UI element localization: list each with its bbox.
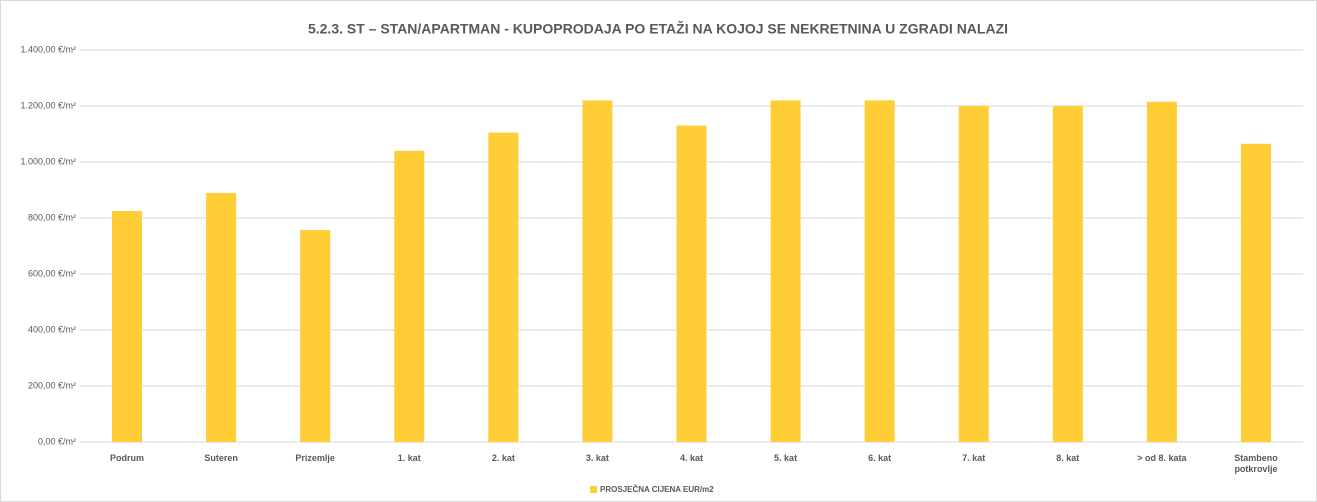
bar bbox=[394, 150, 425, 443]
x-tick-label: 3. kat bbox=[585, 453, 609, 463]
bar bbox=[300, 230, 331, 442]
x-tick-label: Podrum bbox=[110, 453, 145, 463]
x-tick-label: 5. kat bbox=[774, 453, 798, 463]
chart-title: 5.2.3. ST – STAN/APARTMAN - KUPOPRODAJA … bbox=[308, 20, 1008, 37]
x-tick-label: Suteren bbox=[204, 453, 238, 463]
bar bbox=[676, 125, 707, 442]
y-tick-label: 1.400,00 €/m² bbox=[20, 44, 76, 54]
y-tick-label: 800,00 €/m² bbox=[28, 212, 76, 222]
x-tick-label: 6. kat bbox=[868, 453, 892, 463]
x-tick-label: 4. kat bbox=[679, 453, 703, 463]
bar bbox=[112, 211, 143, 442]
bar bbox=[864, 100, 895, 443]
x-tick-label: 7. kat bbox=[962, 453, 986, 463]
y-tick-label: 200,00 €/m² bbox=[28, 380, 76, 390]
bar bbox=[1240, 143, 1271, 443]
bar bbox=[770, 100, 801, 443]
x-tick-label: Prizemlje bbox=[295, 453, 335, 463]
y-tick-label: 600,00 €/m² bbox=[28, 268, 76, 278]
x-tick-label: 1. kat bbox=[397, 453, 421, 463]
x-tick-label: 8. kat bbox=[1056, 453, 1080, 463]
bar bbox=[206, 193, 237, 442]
bar bbox=[958, 106, 989, 442]
legend-label: PROSJEČNA CIJENA EUR/m2 bbox=[600, 485, 714, 494]
x-tick-label: 2. kat bbox=[491, 453, 515, 463]
legend-swatch bbox=[590, 486, 597, 493]
y-tick-label: 0,00 €/m² bbox=[38, 436, 76, 446]
y-tick-label: 1.200,00 €/m² bbox=[20, 100, 76, 110]
y-tick-label: 1.000,00 €/m² bbox=[20, 156, 76, 166]
bar bbox=[1146, 101, 1177, 443]
y-tick-label: 400,00 €/m² bbox=[28, 324, 76, 334]
bar bbox=[582, 100, 613, 443]
x-tick-label: Stambeno potkrovlje bbox=[1234, 453, 1278, 474]
bar bbox=[1052, 106, 1083, 442]
bar bbox=[488, 132, 519, 442]
x-tick-label: > od 8. kata bbox=[1137, 453, 1187, 463]
